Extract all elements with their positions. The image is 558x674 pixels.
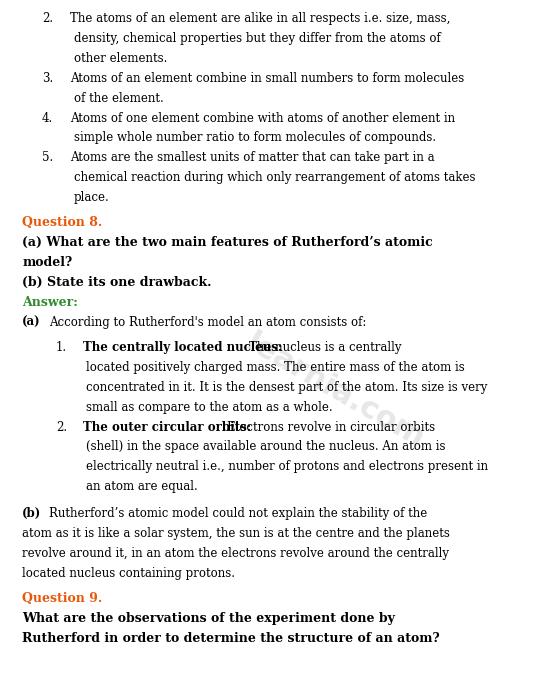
Text: The nucleus is a centrally: The nucleus is a centrally bbox=[249, 341, 401, 354]
Text: (a): (a) bbox=[22, 315, 41, 329]
Text: learnia.com: learnia.com bbox=[240, 328, 429, 454]
Text: Atoms of one element combine with atoms of another element in: Atoms of one element combine with atoms … bbox=[70, 111, 455, 125]
Text: small as compare to the atom as a whole.: small as compare to the atom as a whole. bbox=[86, 400, 333, 414]
Text: Answer:: Answer: bbox=[22, 296, 78, 309]
Text: an atom are equal.: an atom are equal. bbox=[86, 480, 198, 493]
Text: 3.: 3. bbox=[42, 71, 53, 85]
Text: place.: place. bbox=[74, 191, 109, 204]
Text: 5.: 5. bbox=[42, 151, 53, 164]
Text: revolve around it, in an atom the electrons revolve around the centrally: revolve around it, in an atom the electr… bbox=[22, 547, 449, 560]
Text: located positively charged mass. The entire mass of the atom is: located positively charged mass. The ent… bbox=[86, 361, 465, 374]
Text: chemical reaction during which only rearrangement of atoms takes: chemical reaction during which only rear… bbox=[74, 171, 475, 184]
Text: Atoms are the smallest units of matter that can take part in a: Atoms are the smallest units of matter t… bbox=[70, 151, 434, 164]
Text: 2.: 2. bbox=[56, 421, 67, 433]
Text: other elements.: other elements. bbox=[74, 52, 167, 65]
Text: density, chemical properties but they differ from the atoms of: density, chemical properties but they di… bbox=[74, 32, 440, 45]
Text: model?: model? bbox=[22, 256, 73, 269]
Text: 4.: 4. bbox=[42, 111, 53, 125]
Text: Electrons revolve in circular orbits: Electrons revolve in circular orbits bbox=[227, 421, 435, 433]
Text: The outer circular orbits:: The outer circular orbits: bbox=[83, 421, 251, 433]
Text: concentrated in it. It is the densest part of the atom. Its size is very: concentrated in it. It is the densest pa… bbox=[86, 381, 488, 394]
Text: Rutherford’s atomic model could not explain the stability of the: Rutherford’s atomic model could not expl… bbox=[49, 508, 427, 520]
Text: The atoms of an element are alike in all respects i.e. size, mass,: The atoms of an element are alike in all… bbox=[70, 12, 450, 25]
Text: (a) What are the two main features of Rutherford’s atomic: (a) What are the two main features of Ru… bbox=[22, 236, 433, 249]
Text: 1.: 1. bbox=[56, 341, 67, 354]
Text: What are the observations of the experiment done by: What are the observations of the experim… bbox=[22, 612, 395, 625]
Text: simple whole number ratio to form molecules of compounds.: simple whole number ratio to form molecu… bbox=[74, 131, 436, 144]
Text: (b) State its one drawback.: (b) State its one drawback. bbox=[22, 276, 212, 289]
Text: Rutherford in order to determine the structure of an atom?: Rutherford in order to determine the str… bbox=[22, 632, 440, 645]
Text: of the element.: of the element. bbox=[74, 92, 163, 104]
Text: 2.: 2. bbox=[42, 12, 53, 25]
Text: Atoms of an element combine in small numbers to form molecules: Atoms of an element combine in small num… bbox=[70, 71, 464, 85]
Text: The centrally located nucleus:: The centrally located nucleus: bbox=[83, 341, 282, 354]
Text: located nucleus containing protons.: located nucleus containing protons. bbox=[22, 567, 235, 580]
Text: atom as it is like a solar system, the sun is at the centre and the planets: atom as it is like a solar system, the s… bbox=[22, 527, 450, 541]
Text: (b): (b) bbox=[22, 508, 41, 520]
Text: Question 8.: Question 8. bbox=[22, 216, 103, 229]
Text: Question 9.: Question 9. bbox=[22, 592, 103, 605]
Text: According to Rutherford's model an atom consists of:: According to Rutherford's model an atom … bbox=[49, 315, 367, 329]
Text: (shell) in the space available around the nucleus. An atom is: (shell) in the space available around th… bbox=[86, 440, 446, 454]
Text: electrically neutral i.e., number of protons and electrons present in: electrically neutral i.e., number of pro… bbox=[86, 460, 489, 473]
